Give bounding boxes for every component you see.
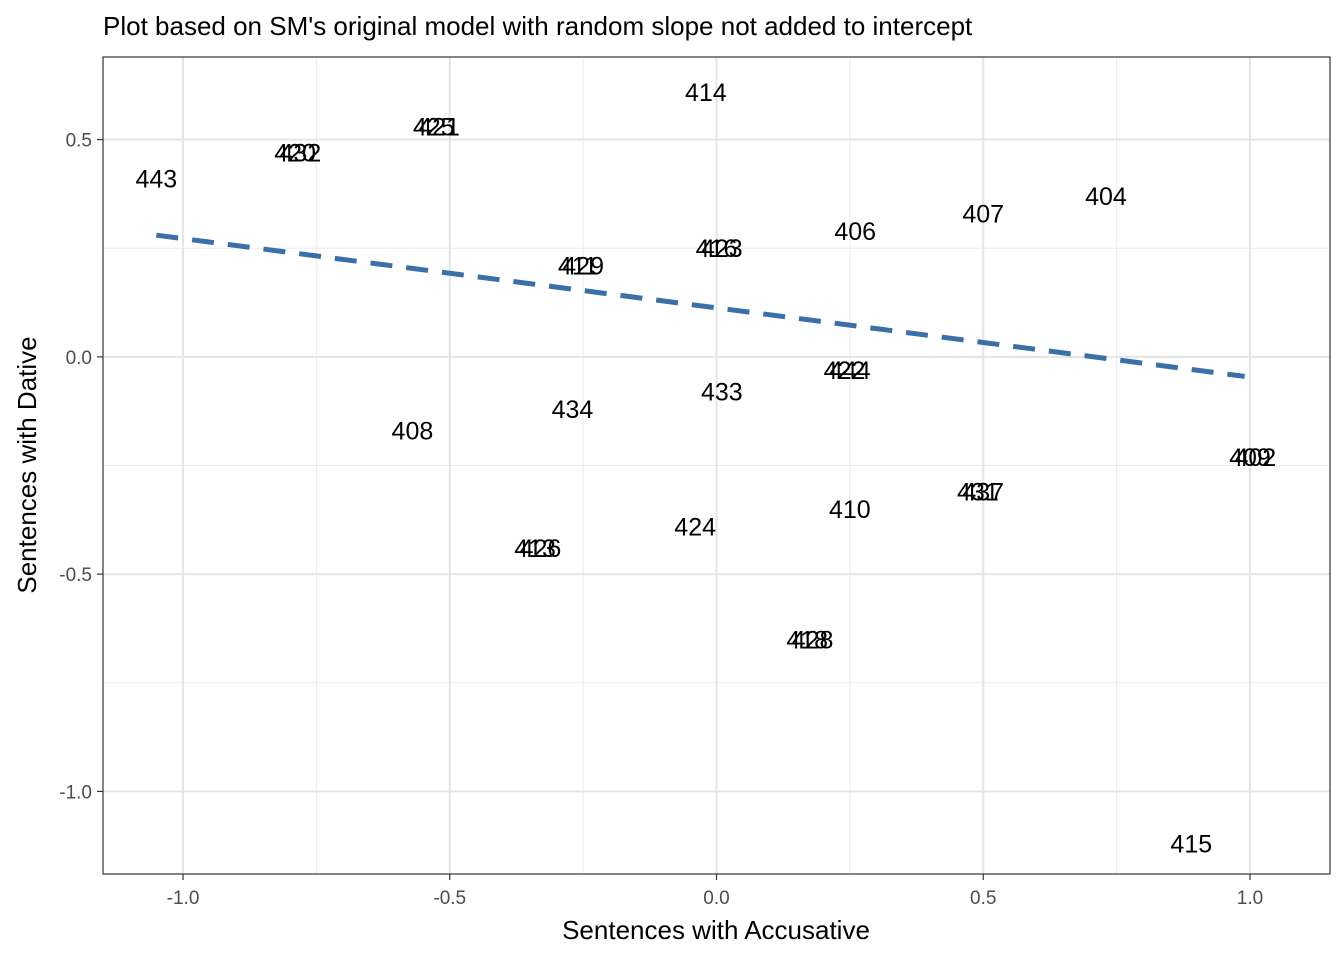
point-label: 408 — [392, 418, 434, 446]
point-label: 421 — [418, 114, 460, 142]
point-label: 437 — [962, 479, 1004, 507]
x-tick-label: -1.0 — [167, 888, 200, 909]
y-tick-label: -0.5 — [59, 565, 92, 586]
point-label: 411 — [558, 253, 598, 281]
x-tick-label: -0.5 — [433, 888, 466, 909]
point-label: 406 — [834, 218, 876, 246]
point-label: 418 — [786, 626, 828, 654]
point-label: 407 — [962, 200, 1004, 228]
point-label: 402 — [1234, 444, 1276, 472]
point-label: 404 — [1085, 183, 1127, 211]
fit-line-layer — [156, 232, 1245, 379]
point-label: 443 — [135, 166, 177, 194]
y-tick-label: 0.0 — [66, 348, 92, 369]
y-tick-label: 0.5 — [66, 131, 92, 152]
chart-title: Plot based on SM's original model with r… — [103, 11, 973, 41]
point-label: 409 — [1229, 444, 1271, 472]
point-label: 428 — [792, 626, 834, 654]
point-label: 415 — [1170, 831, 1212, 859]
x-tick-label: 1.0 — [1237, 888, 1263, 909]
point-label: 410 — [829, 496, 871, 524]
point-label: 424 — [674, 513, 716, 541]
point-label: 425 — [413, 114, 455, 142]
point-label: 431 — [957, 479, 999, 507]
point-label: 416 — [696, 235, 738, 263]
point-label: 432 — [280, 140, 322, 168]
y-axis-title: Sentences with Dative — [12, 336, 42, 593]
point-label: 426 — [520, 535, 562, 563]
point-label: 433 — [701, 379, 743, 407]
fit-line — [156, 232, 1245, 379]
x-axis-title: Sentences with Accusative — [562, 915, 870, 945]
point-label: 429 — [562, 253, 604, 281]
y-tick-label: -1.0 — [59, 782, 92, 803]
point-label: 413 — [514, 535, 556, 563]
grid-lines — [103, 57, 1330, 874]
point-label: 434 — [552, 396, 594, 424]
point-label: 420 — [274, 140, 316, 168]
point-label: 414 — [685, 79, 727, 107]
axes: -1.0 -0.5 0.0 0.5 1.0 -1.0 -0.5 0.0 0.5 — [59, 131, 1263, 909]
point-label: 444 — [829, 357, 871, 385]
point-label: 423 — [701, 235, 743, 263]
x-tick-label: 0.0 — [703, 888, 729, 909]
x-tick-label: 0.5 — [970, 888, 996, 909]
point-label: 422 — [824, 357, 866, 385]
